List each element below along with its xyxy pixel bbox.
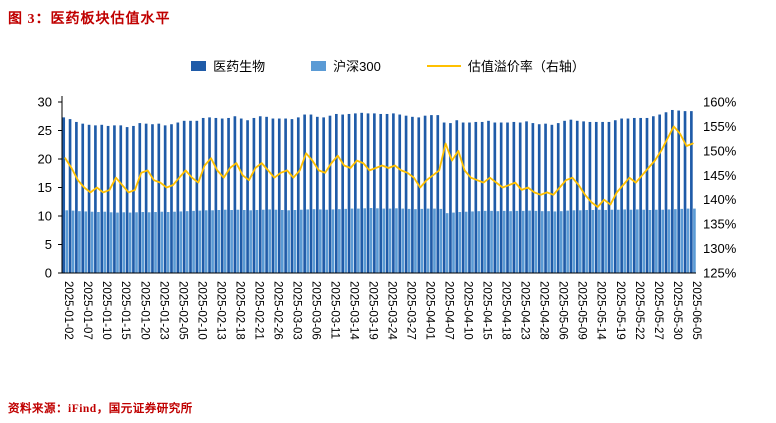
svg-text:2025-02-21: 2025-02-21 xyxy=(252,281,264,340)
svg-text:2025-05-06: 2025-05-06 xyxy=(557,281,569,340)
svg-text:2025-01-20: 2025-01-20 xyxy=(138,281,150,340)
svg-text:160%: 160% xyxy=(703,95,737,110)
svg-text:150%: 150% xyxy=(703,143,737,158)
svg-text:2025-02-26: 2025-02-26 xyxy=(271,281,283,340)
pharma-bars xyxy=(62,109,693,274)
premium-line-swatch-icon xyxy=(426,64,461,67)
premium-line xyxy=(64,125,694,208)
svg-text:2025-04-18: 2025-04-18 xyxy=(500,281,512,340)
axes xyxy=(61,96,696,274)
source-note: 资料来源：iFind，国元证券研究所 xyxy=(8,403,193,415)
legend-label-pharma: 医药生物 xyxy=(213,59,266,74)
svg-text:2025-03-06: 2025-03-06 xyxy=(309,281,321,340)
svg-text:125%: 125% xyxy=(703,266,737,281)
svg-text:2025-02-10: 2025-02-10 xyxy=(195,281,207,340)
svg-text:2025-03-24: 2025-03-24 xyxy=(386,281,398,340)
svg-text:2025-04-28: 2025-04-28 xyxy=(538,281,550,340)
svg-text:2025-05-09: 2025-05-09 xyxy=(576,281,588,340)
svg-text:2025-04-10: 2025-04-10 xyxy=(462,281,474,340)
x-axis-labels: 2025-01-02 2025-01-07 2025-01-10 2025-01-15… xyxy=(62,281,702,340)
hs300-bars xyxy=(65,208,696,274)
svg-text:15: 15 xyxy=(38,180,52,195)
chart-legend: 医药生物 沪深300 估值溢价率（右轴） xyxy=(0,56,776,75)
svg-text:135%: 135% xyxy=(703,217,737,232)
legend-item-hs300: 沪深300 xyxy=(311,56,381,75)
right-axis-labels: 125% 130% 135% 140% 145% 150% 155% 160% xyxy=(703,95,737,281)
svg-text:2025-02-18: 2025-02-18 xyxy=(233,281,245,340)
svg-text:145%: 145% xyxy=(703,168,737,183)
svg-text:2025-03-27: 2025-03-27 xyxy=(405,281,417,340)
svg-text:2025-04-15: 2025-04-15 xyxy=(481,281,493,340)
svg-text:2025-05-27: 2025-05-27 xyxy=(652,281,664,340)
svg-text:2025-03-03: 2025-03-03 xyxy=(290,281,302,340)
legend-label-hs300: 沪深300 xyxy=(333,59,381,74)
svg-text:130%: 130% xyxy=(703,241,737,256)
svg-text:2025-05-19: 2025-05-19 xyxy=(614,281,626,340)
svg-text:2025-01-15: 2025-01-15 xyxy=(119,281,131,340)
svg-text:2025-04-23: 2025-04-23 xyxy=(519,281,531,340)
svg-text:20: 20 xyxy=(38,152,52,167)
svg-text:155%: 155% xyxy=(703,119,737,134)
svg-text:2025-01-10: 2025-01-10 xyxy=(100,281,112,340)
left-axis-labels: 0 5 10 15 20 25 30 xyxy=(38,95,62,281)
svg-text:2025-01-02: 2025-01-02 xyxy=(62,281,74,340)
svg-text:10: 10 xyxy=(38,209,52,224)
legend-label-premium: 估值溢价率（右轴） xyxy=(467,59,585,74)
svg-text:0: 0 xyxy=(45,266,52,281)
valuation-chart: 0 5 10 15 20 25 30 125% 130% 135% 140% 145% 150% 155%… xyxy=(38,95,737,341)
svg-text:2025-03-14: 2025-03-14 xyxy=(347,281,359,340)
svg-text:2025-05-30: 2025-05-30 xyxy=(671,281,683,340)
svg-text:2025-05-14: 2025-05-14 xyxy=(595,281,607,340)
svg-text:2025-02-05: 2025-02-05 xyxy=(176,281,188,340)
legend-item-premium: 估值溢价率（右轴） xyxy=(426,56,585,75)
svg-text:25: 25 xyxy=(38,123,52,138)
svg-text:140%: 140% xyxy=(703,192,737,207)
svg-text:2025-06-05: 2025-06-05 xyxy=(690,281,702,340)
legend-item-pharma: 医药生物 xyxy=(191,56,265,75)
svg-text:2025-02-13: 2025-02-13 xyxy=(214,281,226,340)
svg-text:2025-03-19: 2025-03-19 xyxy=(366,281,378,340)
svg-text:2025-01-23: 2025-01-23 xyxy=(157,281,169,340)
svg-text:2025-03-11: 2025-03-11 xyxy=(328,281,340,339)
svg-text:2025-04-01: 2025-04-01 xyxy=(424,281,436,340)
figure-title: 图 3：医药板块估值水平 xyxy=(8,12,171,27)
hs300-swatch-icon xyxy=(311,60,327,71)
svg-text:2025-05-22: 2025-05-22 xyxy=(633,281,645,340)
pharma-swatch-icon xyxy=(191,60,207,71)
svg-text:2025-01-07: 2025-01-07 xyxy=(81,281,93,340)
svg-text:2025-04-07: 2025-04-07 xyxy=(443,281,455,340)
svg-text:5: 5 xyxy=(45,237,52,252)
svg-text:30: 30 xyxy=(38,95,52,110)
